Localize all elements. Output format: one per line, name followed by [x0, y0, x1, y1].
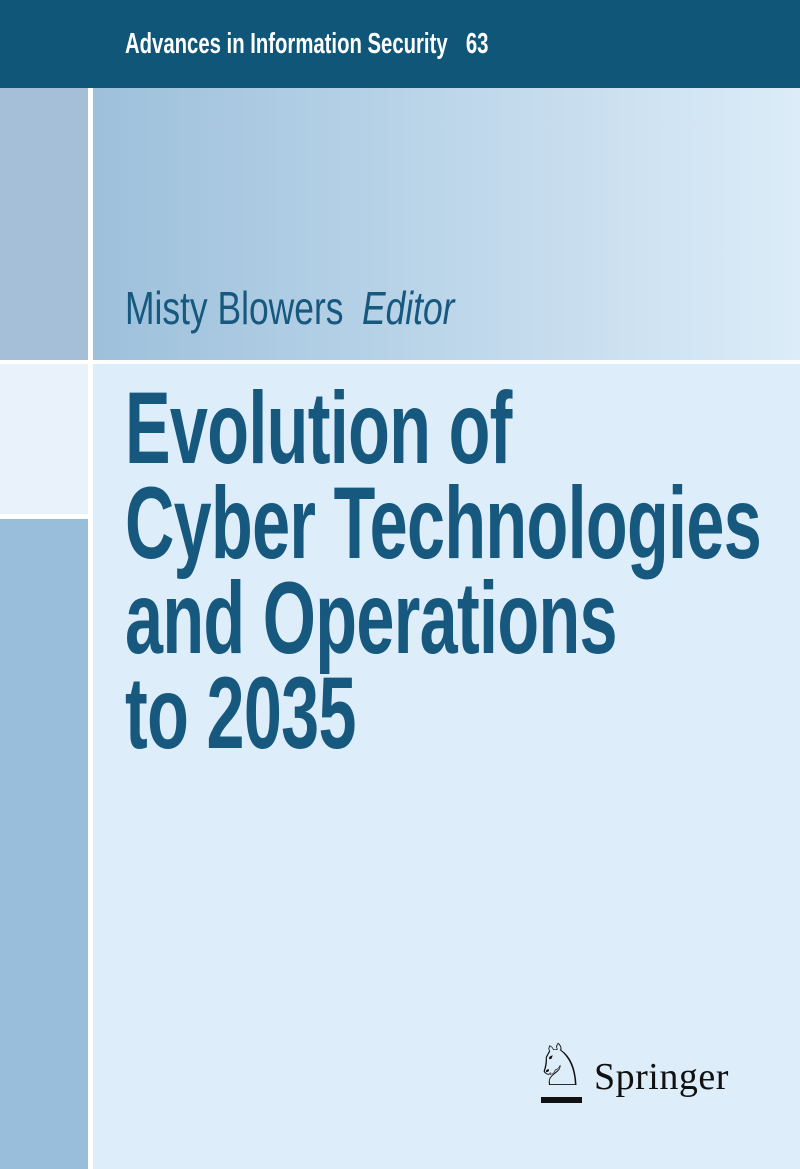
series-band: Advances in Information Security 63: [0, 0, 800, 88]
left-rail-segment-bottom: [0, 519, 88, 1169]
title-area: Evolution of Cyber Technologies and Oper…: [93, 364, 800, 1169]
editor-line: Misty Blowers Editor: [125, 281, 454, 335]
series-volume: 63: [465, 27, 489, 60]
title-line: Cyber Technologies: [125, 466, 762, 580]
editor-name: Misty Blowers: [125, 282, 344, 334]
title-line: Evolution of: [125, 371, 512, 485]
title-line: and Operations: [125, 561, 618, 675]
title-line: to 2035: [125, 656, 357, 770]
series-line: Advances in Information Security 63: [125, 28, 488, 61]
chess-knight-icon: ♘: [534, 1031, 586, 1099]
publisher-name: Springer: [594, 1056, 729, 1098]
logo-underline: [541, 1097, 582, 1103]
left-rail-segment-top: [0, 88, 88, 360]
editor-role-label: Editor: [361, 282, 455, 334]
left-rail-segment-middle: [0, 364, 88, 514]
series-title: Advances in Information Security: [125, 27, 448, 60]
editor-band: Misty Blowers Editor: [93, 88, 800, 360]
book-title: Evolution of Cyber Technologies and Oper…: [125, 371, 762, 770]
